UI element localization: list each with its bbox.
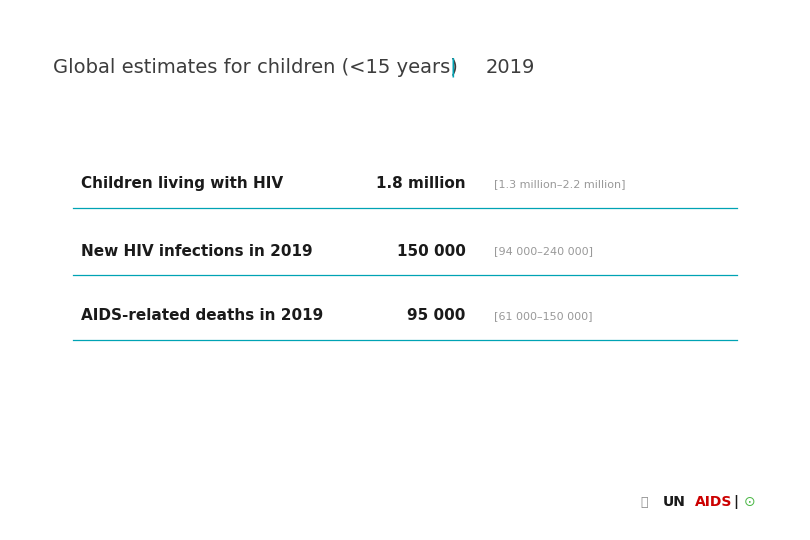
Text: [1.3 million–2.2 million]: [1.3 million–2.2 million] — [494, 179, 625, 188]
Text: Global estimates for children (<15 years): Global estimates for children (<15 years… — [53, 58, 458, 77]
Text: [94 000–240 000]: [94 000–240 000] — [494, 246, 593, 256]
Text: |: | — [733, 495, 738, 509]
Text: New HIV infections in 2019: New HIV infections in 2019 — [81, 244, 313, 259]
Text: 1.8 million: 1.8 million — [376, 176, 466, 191]
Text: UN: UN — [663, 495, 685, 509]
Text: ⊙: ⊙ — [744, 495, 755, 509]
Text: [61 000–150 000]: [61 000–150 000] — [494, 311, 593, 321]
Text: 150 000: 150 000 — [397, 244, 466, 259]
Text: |: | — [450, 58, 456, 77]
Text: Ⓐ: Ⓐ — [640, 496, 647, 509]
Text: 2019: 2019 — [486, 58, 535, 77]
Text: 95 000: 95 000 — [407, 308, 466, 323]
Text: Children living with HIV: Children living with HIV — [81, 176, 284, 191]
Text: AIDS: AIDS — [695, 495, 732, 509]
Text: AIDS-related deaths in 2019: AIDS-related deaths in 2019 — [81, 308, 323, 323]
